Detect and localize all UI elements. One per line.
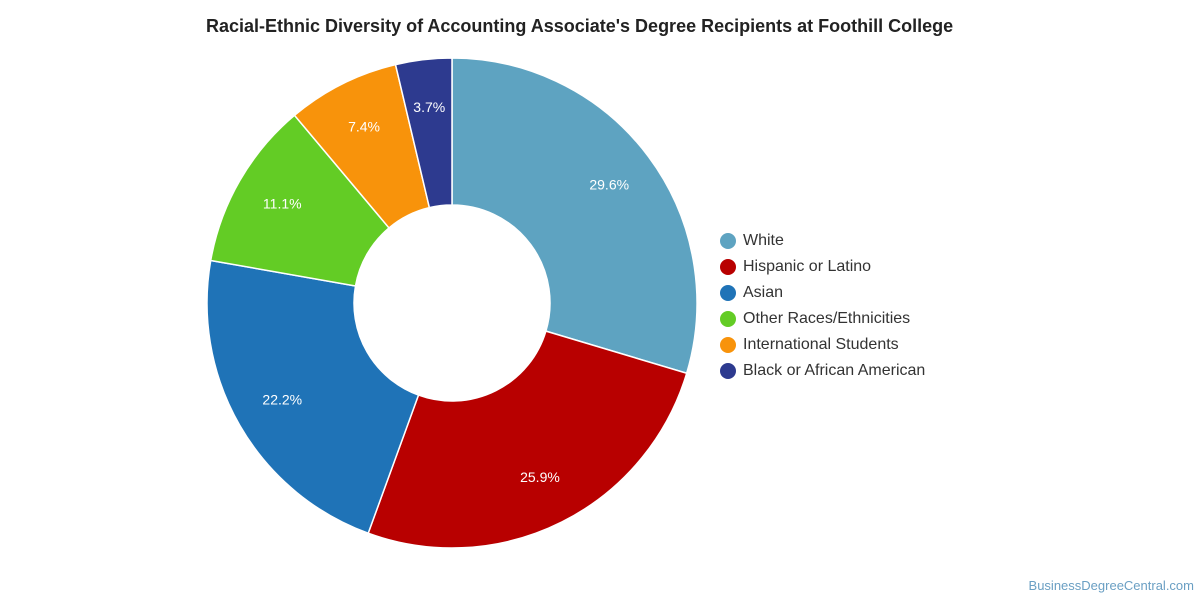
- legend-swatch-icon: [720, 233, 736, 249]
- legend-label: Other Races/Ethnicities: [743, 310, 911, 327]
- legend-item-black-or-african-american[interactable]: Black or African American: [720, 358, 925, 384]
- legend-item-asian[interactable]: Asian: [720, 280, 925, 306]
- legend-label: Hispanic or Latino: [743, 258, 872, 275]
- legend-swatch-icon: [720, 311, 736, 327]
- slice-label-international-students: 7.4%: [348, 119, 380, 135]
- slice-hispanic-or-latino[interactable]: [367, 330, 688, 549]
- slice-label-hispanic-or-latino: 25.9%: [520, 469, 560, 485]
- legend-item-other-races-ethnicities[interactable]: Other Races/Ethnicities: [720, 306, 925, 332]
- legend-swatch-icon: [720, 363, 736, 379]
- slice-label-other-races-ethnicities: 11.1%: [263, 196, 302, 212]
- legend-label: Asian: [743, 284, 784, 301]
- slice-label-black-or-african-american: 3.7%: [413, 99, 445, 115]
- legend-label: Black or African American: [743, 362, 926, 379]
- legend-swatch-icon: [720, 259, 736, 275]
- legend-item-international-students[interactable]: International Students: [720, 332, 925, 358]
- donut-slices: [206, 57, 698, 549]
- legend-swatch-icon: [720, 337, 736, 353]
- slice-black-or-african-american[interactable]: [394, 57, 453, 209]
- chart-legend: White Hispanic or Latino Asian Other Races/…: [720, 228, 925, 384]
- slice-other-races-ethnicities[interactable]: [209, 114, 391, 287]
- slice-white[interactable]: [451, 57, 698, 375]
- chart-title: Racial-Ethnic Diversity of Accounting As…: [206, 16, 954, 36]
- legend-label: International Students: [743, 336, 899, 353]
- slice-label-asian: 22.2%: [262, 392, 302, 408]
- slice-label-white: 29.6%: [589, 177, 629, 193]
- credit-link[interactable]: BusinessDegreeCentral.com: [1028, 578, 1194, 593]
- legend-item-hispanic-or-latino[interactable]: Hispanic or Latino: [720, 254, 925, 280]
- legend-label: White: [743, 232, 784, 249]
- slice-labels: 29.6% 25.9% 22.2% 11.1% 7.4% 3.7%: [262, 99, 629, 485]
- legend-swatch-icon: [720, 285, 736, 301]
- legend-item-white[interactable]: White: [720, 228, 925, 254]
- slice-asian[interactable]: [206, 259, 420, 535]
